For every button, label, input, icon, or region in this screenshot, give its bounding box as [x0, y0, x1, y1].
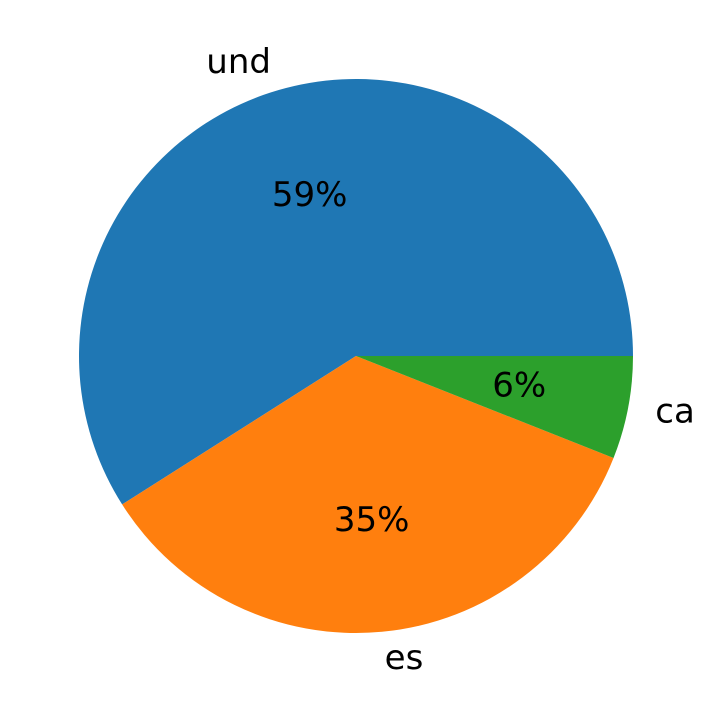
value-label: 59% [272, 175, 348, 215]
slice-label: es [385, 638, 424, 678]
value-label: 35% [334, 500, 410, 540]
pie-slice [356, 356, 633, 458]
slice-label: und [206, 42, 271, 82]
slice-label: ca [655, 392, 695, 432]
pie-slice [122, 356, 614, 633]
pie-slice [78, 78, 633, 505]
value-label: 6% [492, 366, 546, 406]
